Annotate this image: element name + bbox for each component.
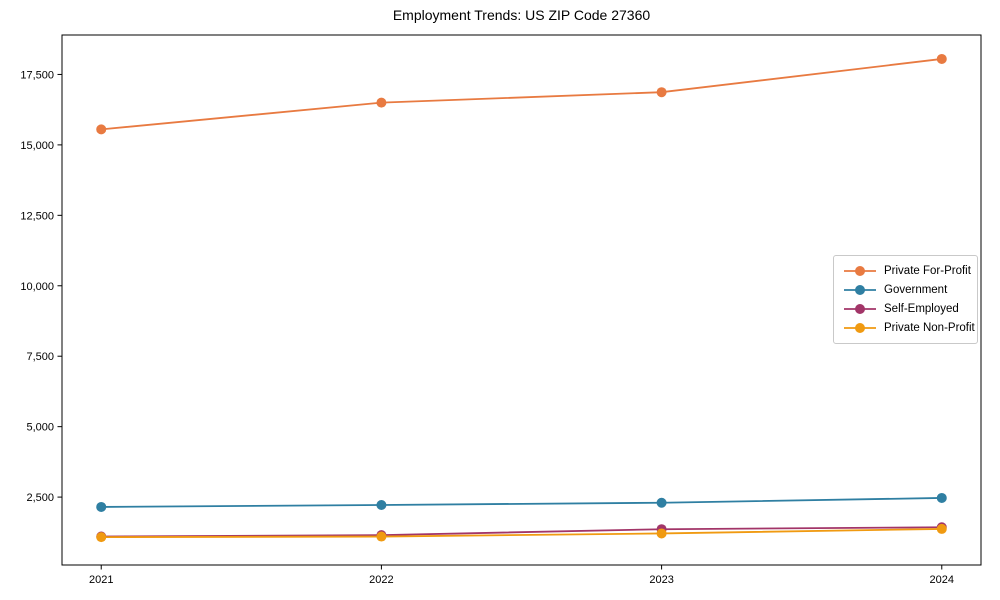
axes-frame [61,34,982,566]
y-axis-tick-label: 10,000 [20,281,54,293]
data-point-private-for-profit [656,87,667,98]
legend-dot-sample [855,285,865,296]
y-axis-tick-label: 12,500 [20,210,54,222]
x-axis-tick-label: 2022 [369,574,393,586]
data-point-private-for-profit [936,53,947,64]
data-point-government [376,499,387,510]
legend-marker-government [844,285,876,296]
legend: Private For-Profit Government Self-Employe… [833,255,978,344]
data-point-government [96,501,107,512]
data-point-private-non-profit [936,523,947,534]
y-axis-tick-label: 2,500 [26,492,54,504]
legend-marker-self-employed [844,303,876,314]
x-axis-tick-label: 2021 [89,574,113,586]
series-line-self-employed [101,526,942,538]
series-line-private-for-profit [101,58,942,131]
series-line-private-non-profit [101,528,942,539]
legend-label-self-employed: Self-Employed [884,302,959,315]
legend-marker-private-non-profit [844,322,876,333]
data-point-government [656,497,667,508]
y-axis-tick-label: 5,000 [26,422,54,434]
series-line-government [101,497,942,508]
data-point-private-for-profit [376,97,387,108]
legend-marker-private-for-profit [844,266,876,277]
legend-label-government: Government [884,284,948,297]
x-axis-tick-label: 2024 [930,574,954,586]
y-axis-tick-label: 17,500 [20,69,54,81]
legend-item-private-for-profit: Private For-Profit [843,262,971,281]
legend-item-private-non-profit: Private Non-Profit [843,318,975,337]
legend-label-private-for-profit: Private For-Profit [884,265,971,278]
legend-dot-sample [855,266,865,277]
y-axis-tick-label: 7,500 [26,351,54,363]
data-point-private-non-profit [376,531,387,542]
data-point-government [936,492,947,503]
legend-dot-sample [855,303,865,314]
x-axis-tick-label: 2023 [649,574,673,586]
chart-title: Employment Trends: US ZIP Code 27360 [392,7,651,23]
legend-dot-sample [855,322,865,333]
y-axis-tick-label: 15,000 [20,140,54,152]
data-point-private-non-profit [656,528,667,539]
data-point-private-for-profit [96,124,107,135]
legend-item-self-employed: Self-Employed [843,300,968,319]
data-point-private-non-profit [96,532,107,543]
legend-item-government: Government [843,281,968,300]
legend-label-private-non-profit: Private Non-Profit [884,321,975,334]
